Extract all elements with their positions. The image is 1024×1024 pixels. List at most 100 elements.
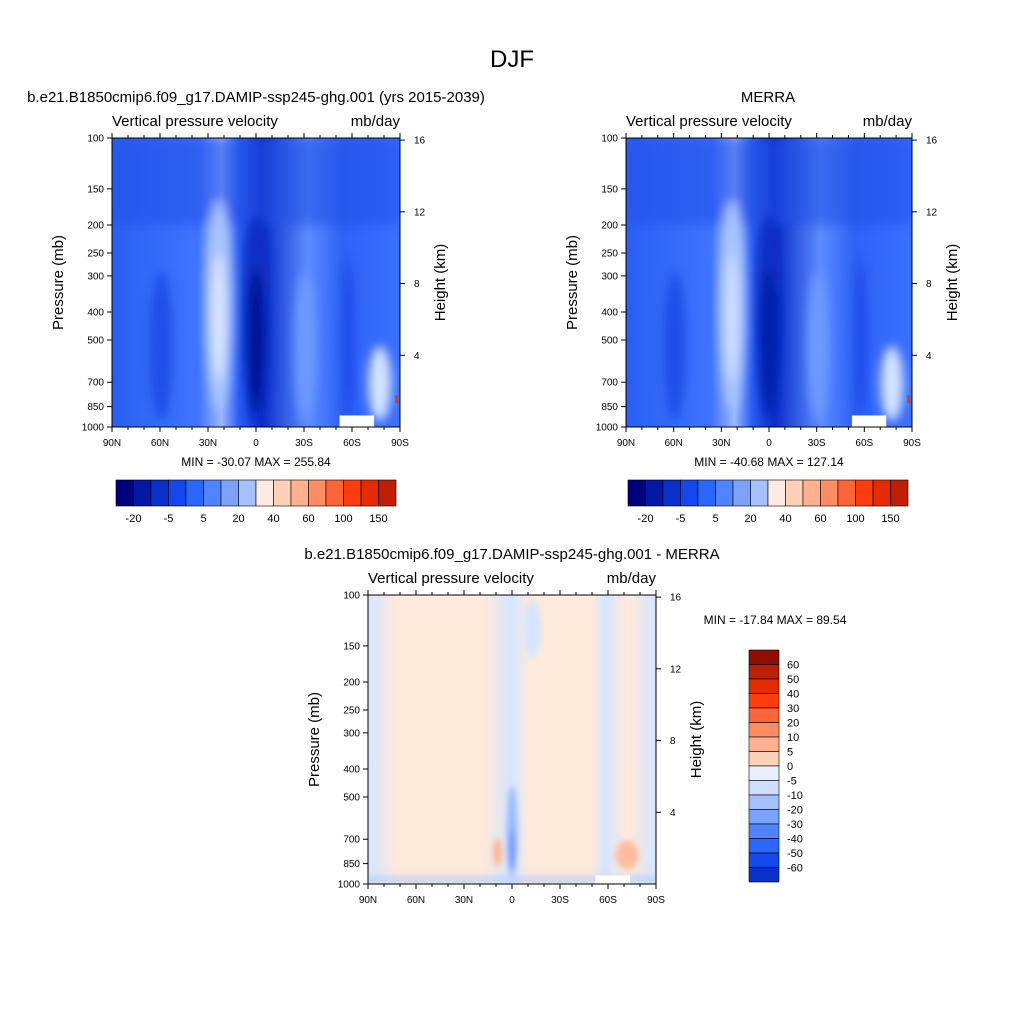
colorbar-label: 20 (744, 513, 756, 525)
y-tick-label: 300 (87, 271, 104, 282)
colorbar-box (748, 765, 780, 781)
x-tick-label: 0 (253, 438, 259, 449)
colorbar-box (748, 809, 780, 825)
colorbar-2: -20 -5 5 20 40 60 100 150 (627, 479, 909, 525)
variable-label: Vertical pressure velocity (626, 113, 792, 130)
y-tick-label: 300 (343, 728, 360, 739)
colorbar-label: 100 (846, 513, 864, 525)
y-tick-label: 700 (601, 378, 618, 389)
colorbar-box (748, 707, 780, 723)
y2-tick-label: 8 (414, 279, 420, 290)
colorbar-label: -60 (787, 863, 803, 875)
colorbar-label: -5 (676, 513, 686, 525)
x-tick-label: 30S (808, 438, 826, 449)
colorbar-label: -50 (787, 848, 803, 860)
colorbar-label: 40 (787, 689, 799, 701)
figure-title: DJF (490, 46, 534, 73)
y-tick-label: 1000 (338, 880, 361, 891)
x-tick-label: 30N (712, 438, 730, 449)
x-tick-label: 90N (103, 438, 121, 449)
y-tick-label: 850 (601, 402, 618, 413)
x-tick-label: 30S (551, 895, 569, 906)
colorbar-label: 5 (200, 513, 206, 525)
y2-tick-label: 4 (926, 351, 932, 362)
x-tick-label: 60S (343, 438, 361, 449)
colorbar-box (220, 479, 239, 507)
colorbar-label: -30 (787, 819, 803, 831)
y-tick-label: 300 (601, 271, 618, 282)
colorbar-box (748, 852, 780, 868)
colorbar-box (133, 479, 152, 507)
x-tick-label: 30N (455, 895, 473, 906)
colorbar-label: 5 (787, 747, 793, 759)
colorbar-label: 30 (787, 703, 799, 715)
colorbar-box (748, 794, 780, 810)
colorbar-box (837, 479, 856, 507)
colorbar-box (855, 479, 874, 507)
y-tick-label: 150 (601, 184, 618, 195)
colorbar-box (748, 867, 780, 883)
units-label: mb/day (863, 113, 913, 130)
colorbar-box (748, 693, 780, 709)
contour-field-2 (625, 137, 913, 428)
y-tick-label: 100 (601, 134, 618, 145)
colorbar-label: 150 (369, 513, 387, 525)
y-tick-label: 250 (343, 706, 360, 717)
colorbar-label: -5 (787, 776, 797, 788)
units-label: mb/day (607, 570, 657, 587)
colorbar-label: -5 (164, 513, 174, 525)
y-tick-label: 150 (87, 184, 104, 195)
variable-label: Vertical pressure velocity (112, 113, 278, 130)
x-tick-label: 90N (359, 895, 377, 906)
y2-tick-label: 12 (414, 207, 426, 218)
colorbar-label: -40 (787, 834, 803, 846)
colorbar-box (185, 479, 204, 507)
x-tick-label: 30S (295, 438, 313, 449)
colorbar-box (748, 838, 780, 854)
colorbar-box (378, 479, 397, 507)
y2-tick-label: 4 (414, 351, 420, 362)
y-axis-label: Pressure (mb) (564, 235, 581, 330)
colorbar-box (627, 479, 646, 507)
y-tick-label: 850 (87, 402, 104, 413)
colorbar-box (168, 479, 187, 507)
x-tick-label: 90S (647, 895, 665, 906)
panel-title: MERRA (741, 89, 795, 106)
y-tick-label: 250 (601, 249, 618, 260)
x-tick-label: 30N (199, 438, 217, 449)
min-max-label: MIN = -40.68 MAX = 127.14 (694, 455, 844, 469)
x-tick-label: 90N (617, 438, 635, 449)
y2-axis-label: Height (km) (688, 701, 705, 779)
y-tick-label: 200 (601, 220, 618, 231)
colorbar-box (890, 479, 909, 507)
y-tick-label: 1000 (596, 423, 619, 434)
colorbar-box (150, 479, 169, 507)
colorbar-box (748, 664, 780, 680)
colorbar-label: 5 (712, 513, 718, 525)
colorbar-box (748, 823, 780, 839)
colorbar-box (750, 479, 769, 507)
colorbar-box (697, 479, 716, 507)
variable-label: Vertical pressure velocity (368, 570, 534, 587)
colorbar-label: 60 (302, 513, 314, 525)
y-tick-label: 850 (343, 859, 360, 870)
colorbar-box (238, 479, 257, 507)
colorbar-box (290, 479, 309, 507)
colorbar-box (748, 736, 780, 752)
colorbar-box (748, 751, 780, 767)
colorbar-box (115, 479, 134, 507)
y2-tick-label: 16 (926, 136, 938, 147)
colorbar-label: 150 (881, 513, 899, 525)
colorbar-box (308, 479, 327, 507)
colorbar-box (820, 479, 839, 507)
colorbar-label: 40 (267, 513, 279, 525)
colorbar-label: 20 (787, 718, 799, 730)
colorbar-box (255, 479, 274, 507)
colorbar-label: 50 (787, 674, 799, 686)
y-tick-label: 700 (87, 378, 104, 389)
colorbar-box (645, 479, 664, 507)
min-max-label: MIN = -17.84 MAX = 89.54 (704, 613, 847, 627)
units-label: mb/day (351, 113, 401, 130)
